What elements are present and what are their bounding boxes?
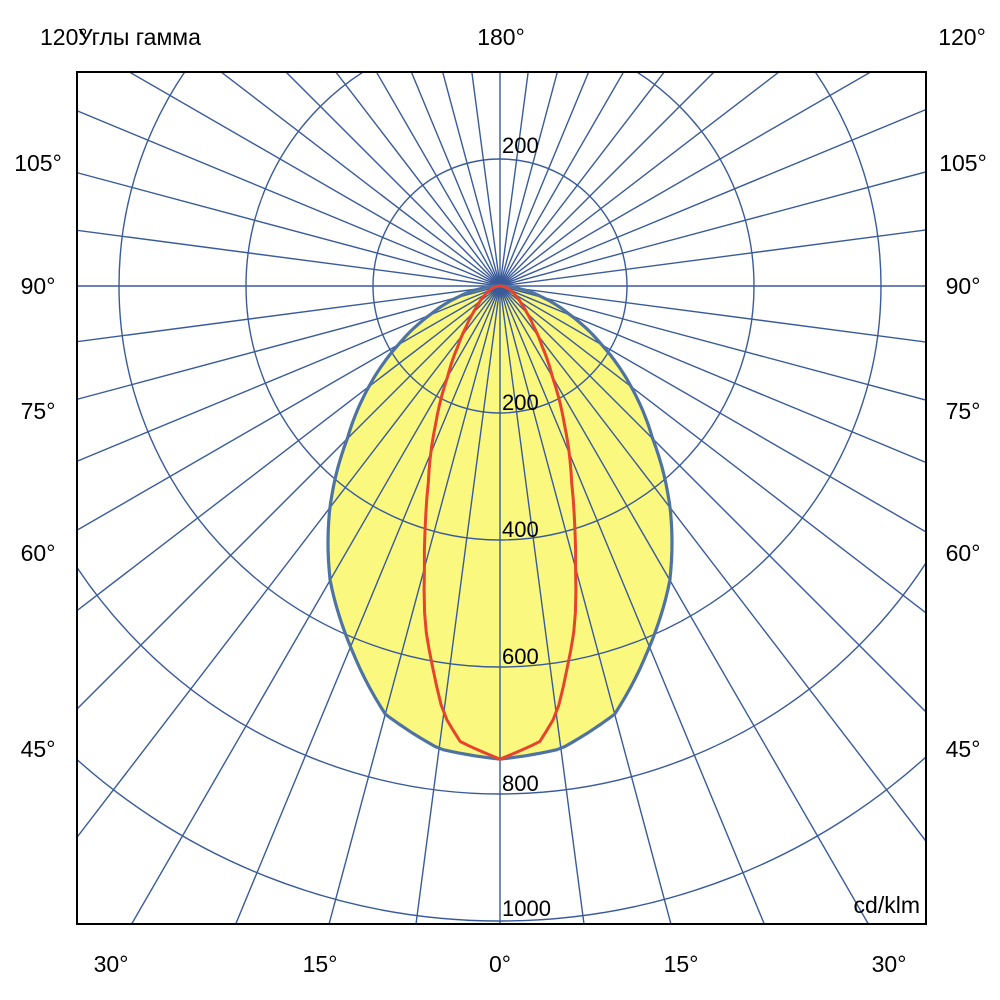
gamma-angle-label-left: 90° (21, 273, 56, 299)
gamma-angle-label-left: 60° (21, 540, 56, 566)
radial-grid-line (499, 72, 781, 287)
gamma-angle-label-top: 120° (40, 24, 88, 50)
curve-stroke-layer (326, 284, 674, 761)
radial-grid-line (234, 285, 501, 924)
radial-grid-line (130, 285, 501, 924)
radial-grid-line (77, 285, 501, 839)
radial-grid-line (499, 285, 926, 614)
chart-frame (76, 71, 927, 925)
radial-grid-line (77, 285, 501, 612)
radial-grid-line (77, 110, 501, 287)
radial-grid-circle (77, 561, 926, 795)
intensity-tick-label: 1000 (502, 896, 551, 921)
radial-grid-line (334, 72, 501, 287)
radial-grid-line (499, 285, 672, 924)
chart-title: Углы гамма (78, 24, 201, 50)
radial-grid-line (499, 72, 873, 287)
gamma-angle-label-left: 105° (14, 150, 62, 176)
gamma-angle-label-bottom: 15° (303, 951, 338, 977)
radial-grid-line (219, 72, 501, 287)
intensity-tick-label: 400 (502, 517, 539, 542)
gamma-angle-label-top: 120° (938, 24, 986, 50)
radial-grid-line (328, 285, 501, 924)
radial-grid-line (499, 285, 870, 924)
gamma-angle-label-bottom: 30° (872, 951, 907, 977)
gamma-angle-label-bottom: 30° (94, 951, 129, 977)
radial-grid-line (127, 72, 501, 287)
intensity-tick-label: 200 (502, 390, 539, 415)
radial-grid-line (77, 285, 501, 532)
gamma-angle-label-right: 90° (946, 273, 981, 299)
gamma-angle-label-left: 45° (21, 736, 56, 762)
radial-grid-line (499, 285, 926, 533)
radial-grid-line (415, 285, 501, 924)
radial-grid-line (77, 285, 501, 710)
radial-grid-line (499, 72, 666, 287)
radial-grid-line (499, 108, 926, 287)
gamma-angle-label-right: 105° (939, 150, 987, 176)
unit-label: cd/klm (854, 892, 920, 918)
red-curve (422, 284, 578, 761)
intensity-tick-label: 800 (502, 771, 539, 796)
radial-grid-line (499, 285, 926, 464)
radial-grid-line (499, 229, 926, 287)
gamma-angle-label-top: 180° (477, 24, 525, 50)
radial-grid-line (499, 171, 926, 287)
radial-grid-line (77, 285, 501, 401)
gamma-angle-label-right: 60° (946, 540, 981, 566)
gamma-angle-label-bottom: 0° (489, 951, 511, 977)
radial-grid-line (499, 285, 585, 924)
radial-grid-line (499, 285, 926, 401)
radial-grid-line (77, 285, 501, 343)
radial-grid-circle (77, 755, 926, 922)
radial-grid-line (499, 285, 926, 713)
axis-labels-layer: Углы гамма cd/klm 120° 180° 120° 105° 90° 75°… (14, 24, 987, 977)
radial-grid-line (77, 285, 501, 462)
intensity-tick-label: 200 (502, 133, 539, 158)
radial-grid-circle (245, 72, 755, 541)
radial-grid-line (499, 72, 715, 287)
gamma-angle-label-bottom: 15° (664, 951, 699, 977)
radial-grid-circle (118, 72, 882, 668)
radial-grid-line (499, 285, 926, 843)
radial-grid-line (77, 229, 501, 287)
radial-grid-circle (372, 158, 628, 414)
gamma-angle-label-left: 75° (21, 398, 56, 424)
radial-grid-line (499, 285, 766, 924)
gamma-angle-label-right: 75° (946, 398, 981, 424)
radial-grid-line (285, 72, 501, 287)
radial-grid-line (499, 285, 926, 343)
radial-grid-line (471, 72, 501, 287)
gamma-angle-label-right: 45° (946, 736, 981, 762)
radial-grid-line (77, 171, 501, 287)
intensity-tick-label: 600 (502, 644, 539, 669)
